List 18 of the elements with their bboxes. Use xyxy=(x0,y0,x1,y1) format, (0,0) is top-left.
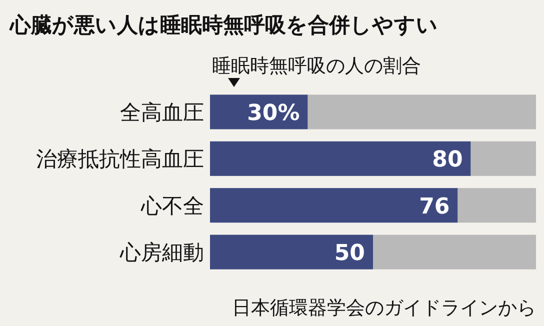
y-tick-label: 治療抵抗性高血圧 xyxy=(36,147,204,172)
text: 日本循環器学会のガイドラインから xyxy=(232,297,536,319)
bar xyxy=(458,188,536,223)
data-label: 30% xyxy=(247,100,300,126)
bar xyxy=(210,141,471,176)
bar xyxy=(308,94,536,130)
y-tick-label: 全高血圧 xyxy=(120,100,204,125)
y-tick-label: 心不全 xyxy=(140,194,204,218)
chart-title: 心臓が悪い人は睡眠時無呼吸を合併しやすい xyxy=(9,13,438,37)
data-label: 76 xyxy=(419,194,450,220)
data-label: 80 xyxy=(432,148,463,173)
bar xyxy=(470,141,536,176)
bar xyxy=(210,234,373,270)
bar xyxy=(373,234,536,270)
data-label: 50 xyxy=(334,240,365,266)
y-tick-label: 心房細動 xyxy=(119,240,204,265)
chart-subtitle: 睡眠時無呼吸の人の割合 xyxy=(212,55,421,77)
bar xyxy=(210,188,458,223)
